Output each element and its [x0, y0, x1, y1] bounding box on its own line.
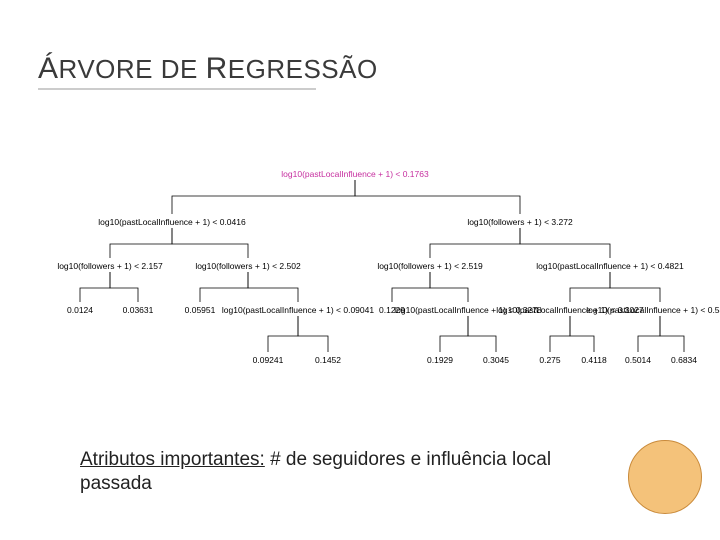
tree-leaf-top-2: 0.05951: [185, 305, 216, 315]
tree-node-l2-d: log10(pastLocalInfluence + 1) < 0.4821: [536, 261, 683, 271]
caption-lead: Atributos importantes:: [80, 449, 265, 470]
tree-leaf-top-1: 0.03631: [123, 305, 154, 315]
caption: Atributos importantes: # de seguidores e…: [80, 448, 600, 496]
tree-leaf-bottom-7: 0.6834: [671, 355, 697, 365]
tree-leaf-bottom-4: 0.275: [539, 355, 560, 365]
tree-node-l1-left: log10(pastLocalInfluence + 1) < 0.0416: [98, 217, 245, 227]
tree-node-l2-c: log10(followers + 1) < 2.519: [377, 261, 482, 271]
tree-leaf-bottom-6: 0.5014: [625, 355, 651, 365]
tree-node-l3-b-right: log10(pastLocalInfluence + 1) < 0.09041: [222, 305, 374, 315]
tree-root: log10(pastLocalInfluence + 1) < 0.1763: [281, 169, 428, 179]
tree-node-l1-right: log10(followers + 1) < 3.272: [467, 217, 572, 227]
tree-leaf-bottom-0: 0.09241: [253, 355, 284, 365]
tree-leaf-bottom-1: 0.1452: [315, 355, 341, 365]
tree-leaf-bottom-5: 0.4118: [581, 355, 606, 365]
tree-node-l3-d-right: log10(pastLocalInfluence + 1) < 0.5806: [586, 305, 720, 315]
tree-leaf-top-0: 0.0124: [67, 305, 93, 315]
tree-leaf-bottom-2: 0.1929: [427, 355, 453, 365]
circle-icon: [628, 440, 702, 514]
tree-leaf-bottom-3: 0.3045: [483, 355, 509, 365]
tree-node-l2-a: log10(followers + 1) < 2.157: [57, 261, 162, 271]
tree-node-l2-b: log10(followers + 1) < 2.502: [195, 261, 300, 271]
